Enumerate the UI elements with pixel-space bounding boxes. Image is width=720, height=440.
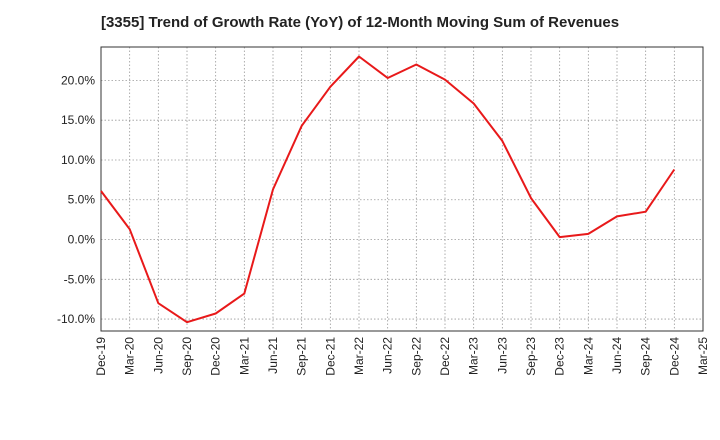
x-tick-label: Mar-23 xyxy=(467,337,481,375)
y-tick-label: 15.0% xyxy=(61,113,95,127)
x-tick-label: Mar-22 xyxy=(352,337,366,375)
x-tick-label: Dec-21 xyxy=(323,337,337,376)
x-tick-label: Sep-23 xyxy=(524,337,538,376)
x-tick-label: Sep-20 xyxy=(180,337,194,376)
plot-frame xyxy=(100,46,704,332)
x-tick-label: Sep-22 xyxy=(409,337,423,376)
x-tick-label: Dec-22 xyxy=(438,337,452,376)
x-tick-label: Mar-25 xyxy=(696,337,710,375)
x-tick-label: Jun-20 xyxy=(151,337,165,374)
chart-title: [3355] Trend of Growth Rate (YoY) of 12-… xyxy=(100,14,620,31)
x-tick-label: Mar-24 xyxy=(581,337,595,375)
x-tick-label: Sep-24 xyxy=(639,337,653,376)
x-tick-label: Jun-21 xyxy=(266,337,280,374)
x-tick-label: Dec-20 xyxy=(209,337,223,376)
x-tick-label: Dec-19 xyxy=(94,337,108,376)
x-tick-label: Jun-24 xyxy=(610,337,624,374)
x-tick-label: Mar-20 xyxy=(123,337,137,375)
x-tick-label: Jun-23 xyxy=(495,337,509,374)
series-line xyxy=(100,55,676,324)
x-tick-label: Mar-21 xyxy=(237,337,251,375)
plot-area xyxy=(101,47,703,331)
y-tick-label: 0.0% xyxy=(68,233,96,247)
y-tick-label: -5.0% xyxy=(64,272,96,286)
x-tick-label: Dec-24 xyxy=(667,337,681,376)
x-tick-label: Sep-21 xyxy=(295,337,309,376)
y-tick-label: -10.0% xyxy=(57,312,95,326)
y-tick-label: 10.0% xyxy=(61,153,95,167)
y-tick-label: 20.0% xyxy=(61,73,95,87)
x-tick-label: Jun-22 xyxy=(381,337,395,374)
x-tick-label: Dec-23 xyxy=(553,337,567,376)
y-tick-label: 5.0% xyxy=(68,193,96,207)
